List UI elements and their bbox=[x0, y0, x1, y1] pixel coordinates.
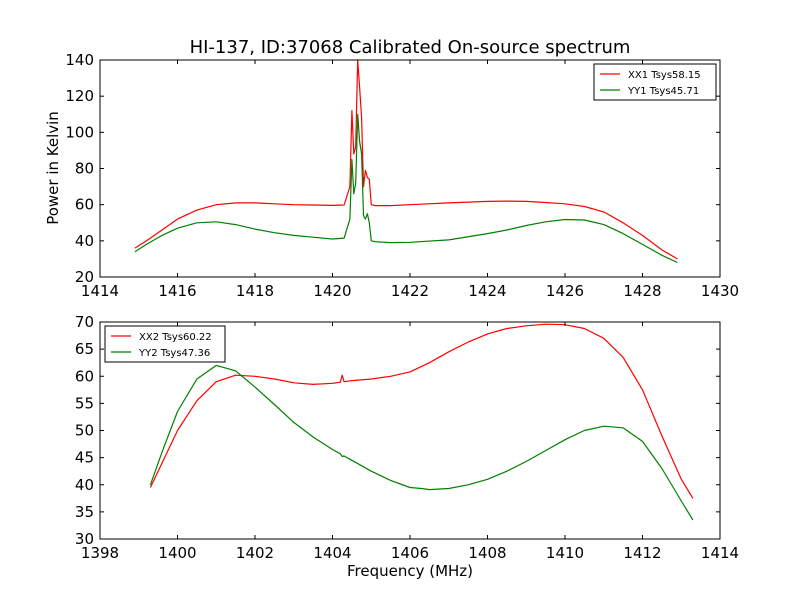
bottom-x-axis-label: Frequency (MHz) bbox=[347, 562, 473, 580]
top-x-tick-label: 1420 bbox=[313, 282, 351, 300]
bottom-x-tick-label: 1400 bbox=[158, 544, 196, 562]
top-y-tick-label: 60 bbox=[75, 196, 94, 214]
top-legend: XX1 Tsys58.15 YY1 Tsys45.71 bbox=[593, 63, 717, 101]
top-x-tick-label: 1430 bbox=[701, 282, 739, 300]
bottom-y-tick-label: 55 bbox=[75, 394, 94, 412]
bottom-x-tick-label: 1406 bbox=[391, 544, 429, 562]
bottom-series-line-2 bbox=[149, 364, 694, 521]
bottom-legend-label-1: XX2 Tsys60.22 bbox=[139, 332, 212, 343]
top-plot-area: 1414 1416 1418 1420 1422 1424 1426 1428 1430 20 40… bbox=[65, 51, 739, 300]
bottom-x-tick-label: 1408 bbox=[468, 544, 506, 562]
top-y-tick-label: 120 bbox=[65, 87, 94, 105]
bottom-panel: Frequency (MHz) 1398 1400 1402 1404 1406 1408… bbox=[75, 313, 739, 580]
top-legend-box bbox=[593, 63, 717, 101]
bottom-x-tick-label: 1398 bbox=[81, 544, 119, 562]
top-legend-label-1: XX1 Tsys58.15 bbox=[628, 70, 701, 81]
bottom-legend-box bbox=[104, 325, 226, 363]
bottom-x-tick-label: 1404 bbox=[313, 544, 351, 562]
bottom-x-tick-label: 1414 bbox=[701, 544, 739, 562]
top-y-axis-label: Power in Kelvin bbox=[44, 111, 62, 225]
top-series-line-2 bbox=[134, 113, 678, 264]
top-x-tick-label: 1428 bbox=[623, 282, 661, 300]
bottom-y-tick-label: 30 bbox=[75, 530, 94, 548]
top-y-tick-label: 40 bbox=[75, 232, 94, 250]
bottom-legend: XX2 Tsys60.22 YY2 Tsys47.36 bbox=[104, 325, 226, 363]
top-x-tick-label: 1418 bbox=[236, 282, 274, 300]
bottom-y-tick-label: 50 bbox=[75, 422, 94, 440]
top-y-tick-label: 80 bbox=[75, 160, 94, 178]
bottom-y-tick-label: 45 bbox=[75, 449, 94, 467]
bottom-legend-label-2: YY2 Tsys47.36 bbox=[138, 348, 210, 359]
bottom-x-tick-label: 1402 bbox=[236, 544, 274, 562]
top-x-tick-label: 1414 bbox=[81, 282, 119, 300]
bottom-y-tick-label: 70 bbox=[75, 313, 94, 331]
top-y-tick-label: 140 bbox=[65, 51, 94, 69]
top-y-tick-label: 20 bbox=[75, 268, 94, 286]
bottom-plot-area: 1398 1400 1402 1404 1406 1408 1410 1412 1414 30 35… bbox=[75, 313, 739, 562]
bottom-y-tick-label: 35 bbox=[75, 503, 94, 521]
bottom-y-tick-label: 40 bbox=[75, 476, 94, 494]
top-chart-title: HI-137, ID:37068 Calibrated On-source sp… bbox=[190, 37, 631, 58]
bottom-x-tick-label: 1410 bbox=[546, 544, 584, 562]
top-legend-label-2: YY1 Tsys45.71 bbox=[627, 86, 699, 97]
bottom-x-tick-label: 1412 bbox=[623, 544, 661, 562]
top-series-line-1 bbox=[134, 59, 678, 260]
top-x-tick-label: 1424 bbox=[468, 282, 506, 300]
top-y-tick-label: 100 bbox=[65, 123, 94, 141]
top-x-tick-label: 1422 bbox=[391, 282, 429, 300]
bottom-y-tick-label: 60 bbox=[75, 367, 94, 385]
top-x-tick-label: 1426 bbox=[546, 282, 584, 300]
top-panel: HI-137, ID:37068 Calibrated On-source sp… bbox=[44, 37, 739, 300]
top-x-tick-label: 1416 bbox=[158, 282, 196, 300]
bottom-y-tick-label: 65 bbox=[75, 340, 94, 358]
